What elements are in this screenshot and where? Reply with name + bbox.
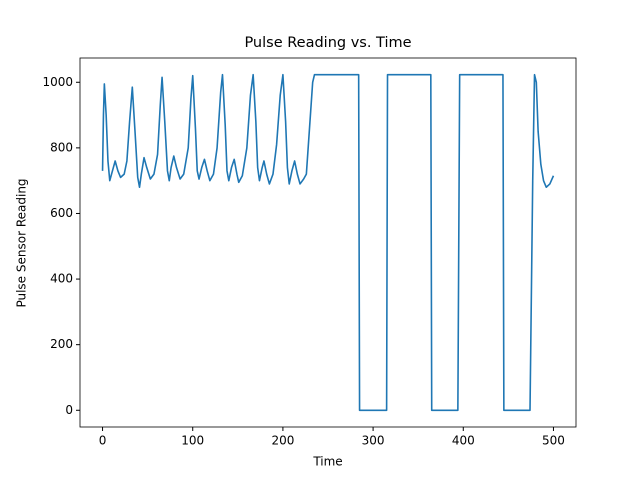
y-tick-label: 200 <box>50 337 73 351</box>
x-tick-label: 400 <box>452 434 475 448</box>
x-tick-label: 300 <box>362 434 385 448</box>
y-tick-label: 600 <box>50 206 73 220</box>
y-tick-label: 800 <box>50 140 73 154</box>
chart-title: Pulse Reading vs. Time <box>244 35 411 51</box>
plot-frame <box>79 57 577 428</box>
line-series <box>101 73 555 412</box>
y-tick-label: 0 <box>65 403 73 417</box>
y-tick-label: 400 <box>50 272 73 286</box>
y-axis-label: Pulse Sensor Reading <box>15 178 29 307</box>
x-axis-label: Time <box>312 455 342 469</box>
x-tick-label: 200 <box>271 434 294 448</box>
x-tick-label: 0 <box>99 434 107 448</box>
x-tick-label: 500 <box>542 434 565 448</box>
y-tick-label: 1000 <box>42 75 73 89</box>
x-tick-label: 100 <box>181 434 204 448</box>
